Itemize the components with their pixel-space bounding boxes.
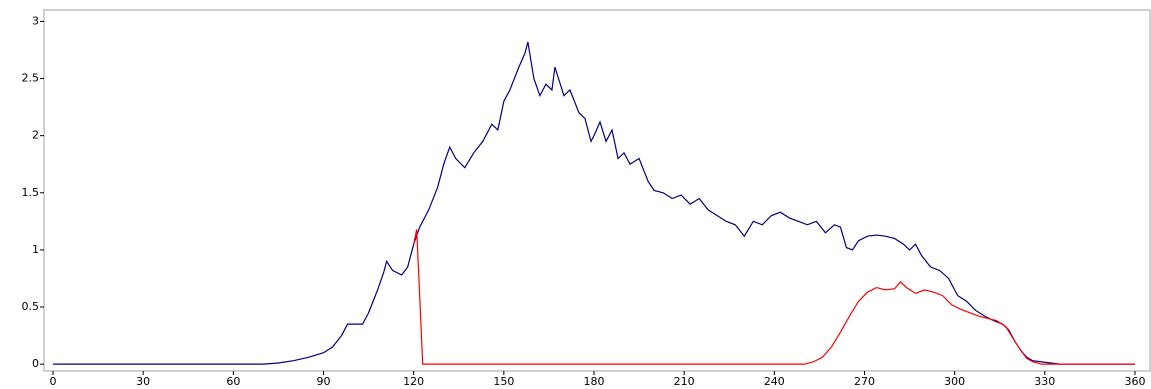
y-tick-label: 2.5 <box>22 72 40 85</box>
plot-area <box>43 9 1151 372</box>
x-tick-label: 360 <box>1124 375 1145 388</box>
series-line <box>53 41 1135 365</box>
x-tick-label: 60 <box>226 375 240 388</box>
series-line <box>413 229 1135 365</box>
y-tick-label: 3 <box>32 14 39 27</box>
x-tick-label: 30 <box>136 375 150 388</box>
x-tick-label: 210 <box>674 375 695 388</box>
x-tick-label: 90 <box>317 375 331 388</box>
x-tick-label: 0 <box>50 375 57 388</box>
y-tick-label: 0.5 <box>22 300 40 313</box>
y-tick-label: 0 <box>32 357 39 370</box>
x-tick-label: 300 <box>944 375 965 388</box>
x-tick-label: 120 <box>403 375 424 388</box>
x-tick-label: 240 <box>764 375 785 388</box>
x-tick-label: 150 <box>493 375 514 388</box>
x-tick-label: 270 <box>854 375 875 388</box>
y-tick-label: 2 <box>32 129 39 142</box>
y-tick-label: 1.5 <box>22 186 40 199</box>
y-tick-label: 1 <box>32 243 39 256</box>
x-tick-label: 180 <box>583 375 604 388</box>
x-tick-label: 330 <box>1034 375 1055 388</box>
